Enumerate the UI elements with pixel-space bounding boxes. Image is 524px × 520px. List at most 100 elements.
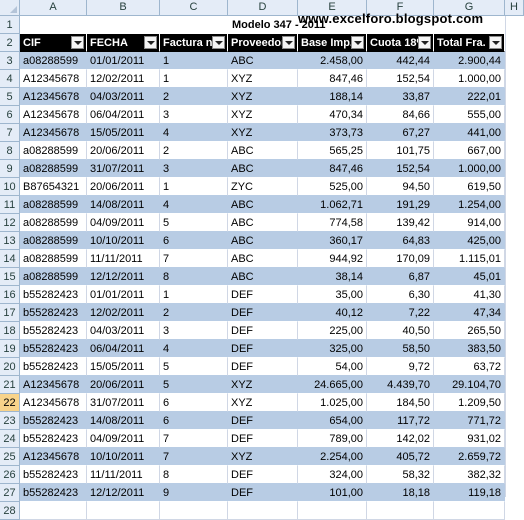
table-cell[interactable]: 142,02 [367, 430, 434, 448]
table-cell[interactable]: XYZ [228, 70, 298, 88]
row-header-5[interactable]: 5 [0, 88, 20, 106]
table-cell[interactable]: 12/02/2011 [87, 70, 160, 88]
table-cell[interactable]: 2 [160, 142, 228, 160]
table-cell[interactable]: 265,50 [434, 322, 505, 340]
filter-dropdown-icon[interactable] [71, 36, 84, 49]
table-cell[interactable]: b55282423 [20, 322, 87, 340]
table-cell[interactable]: 9,72 [367, 358, 434, 376]
table-cell[interactable]: b55282423 [20, 358, 87, 376]
column-header-a[interactable]: A [20, 0, 87, 15]
table-cell[interactable]: 54,00 [298, 358, 367, 376]
table-cell[interactable]: 2.458,00 [298, 52, 367, 70]
table-cell[interactable]: 6 [160, 394, 228, 412]
table-cell[interactable]: ABC [228, 52, 298, 70]
table-cell[interactable]: 2 [160, 88, 228, 106]
column-header-e[interactable]: E [298, 0, 367, 15]
row-header-12[interactable]: 12 [0, 214, 20, 232]
table-cell[interactable]: 324,00 [298, 466, 367, 484]
table-cell[interactable]: 41,30 [434, 286, 505, 304]
table-cell[interactable]: DEF [228, 304, 298, 322]
table-cell[interactable]: a08288599 [20, 160, 87, 178]
table-cell[interactable]: 373,73 [298, 124, 367, 142]
table-cell[interactable]: 442,44 [367, 52, 434, 70]
filter-dropdown-icon[interactable] [418, 36, 431, 49]
table-cell[interactable]: 1 [160, 52, 228, 70]
row-header-23[interactable]: 23 [0, 412, 20, 430]
table-cell[interactable]: 4 [160, 124, 228, 142]
table-cell[interactable]: 931,02 [434, 430, 505, 448]
table-cell[interactable]: 325,00 [298, 340, 367, 358]
table-cell[interactable]: 45,01 [434, 268, 505, 286]
row-header-25[interactable]: 25 [0, 448, 20, 466]
header-cell[interactable]: FECHA [87, 34, 160, 52]
table-cell[interactable]: 38,14 [298, 268, 367, 286]
table-cell[interactable]: 3 [160, 160, 228, 178]
table-cell[interactable]: 14/08/2011 [87, 196, 160, 214]
table-cell[interactable]: XYZ [228, 376, 298, 394]
table-cell[interactable]: 58,32 [367, 466, 434, 484]
table-cell[interactable]: 152,54 [367, 70, 434, 88]
table-cell[interactable]: 01/01/2011 [87, 52, 160, 70]
table-cell[interactable]: 1.062,71 [298, 196, 367, 214]
table-cell[interactable]: 3 [160, 322, 228, 340]
table-cell[interactable]: 470,34 [298, 106, 367, 124]
table-cell[interactable]: 6 [160, 412, 228, 430]
column-header-f[interactable]: F [367, 0, 434, 15]
table-cell[interactable]: 20/06/2011 [87, 376, 160, 394]
table-cell[interactable]: 774,58 [298, 214, 367, 232]
table-cell[interactable]: 12/12/2011 [87, 268, 160, 286]
table-cell[interactable]: 1 [160, 70, 228, 88]
table-cell[interactable]: 64,83 [367, 232, 434, 250]
table-cell[interactable] [160, 502, 228, 520]
table-cell[interactable]: 8 [160, 268, 228, 286]
table-cell[interactable]: 10/10/2011 [87, 448, 160, 466]
row-header-9[interactable]: 9 [0, 160, 20, 178]
table-cell[interactable]: 04/03/2011 [87, 88, 160, 106]
row-header-1[interactable]: 1 [0, 16, 20, 34]
table-cell[interactable]: A12345678 [20, 448, 87, 466]
row-header-18[interactable]: 18 [0, 322, 20, 340]
table-cell[interactable]: 382,32 [434, 466, 505, 484]
table-cell[interactable]: A12345678 [20, 124, 87, 142]
table-cell[interactable]: 525,00 [298, 178, 367, 196]
website-text[interactable]: www.excelforo.blogspot.com [298, 11, 484, 26]
table-cell[interactable]: b55282423 [20, 340, 87, 358]
row-header-17[interactable]: 17 [0, 304, 20, 322]
table-cell[interactable]: 1.254,00 [434, 196, 505, 214]
table-cell[interactable]: 06/04/2011 [87, 340, 160, 358]
select-all-corner[interactable] [0, 0, 20, 15]
table-cell[interactable]: 10/10/2011 [87, 232, 160, 250]
table-cell[interactable]: 101,00 [298, 484, 367, 502]
table-cell[interactable]: 04/03/2011 [87, 322, 160, 340]
table-cell[interactable]: DEF [228, 466, 298, 484]
table-cell[interactable]: DEF [228, 412, 298, 430]
table-cell[interactable]: 14/08/2011 [87, 412, 160, 430]
header-cell[interactable]: Base Imp. [298, 34, 367, 52]
table-cell[interactable]: 119,18 [434, 484, 505, 502]
table-cell[interactable]: A12345678 [20, 376, 87, 394]
row-header-26[interactable]: 26 [0, 466, 20, 484]
table-cell[interactable]: 8 [160, 466, 228, 484]
column-header-h[interactable]: H [505, 0, 524, 15]
row-header-22[interactable]: 22 [0, 394, 20, 412]
table-cell[interactable]: 5 [160, 214, 228, 232]
table-cell[interactable]: 11/11/2011 [87, 250, 160, 268]
table-cell[interactable]: b55282423 [20, 286, 87, 304]
table-cell[interactable]: 771,72 [434, 412, 505, 430]
table-cell[interactable]: 31/07/2011 [87, 160, 160, 178]
table-cell[interactable]: 1.209,50 [434, 394, 505, 412]
table-cell[interactable]: 222,01 [434, 88, 505, 106]
table-cell[interactable]: 33,87 [367, 88, 434, 106]
table-cell[interactable]: 9 [160, 484, 228, 502]
table-cell[interactable]: ABC [228, 196, 298, 214]
table-cell[interactable]: B87654321 [20, 178, 87, 196]
table-cell[interactable]: a08288599 [20, 250, 87, 268]
table-cell[interactable]: 7 [160, 430, 228, 448]
row-header-6[interactable]: 6 [0, 106, 20, 124]
table-cell[interactable]: 01/01/2011 [87, 286, 160, 304]
table-cell[interactable]: 3 [160, 106, 228, 124]
row-header-14[interactable]: 14 [0, 250, 20, 268]
table-cell[interactable]: 441,00 [434, 124, 505, 142]
filter-dropdown-icon[interactable] [282, 36, 295, 49]
table-cell[interactable]: DEF [228, 358, 298, 376]
